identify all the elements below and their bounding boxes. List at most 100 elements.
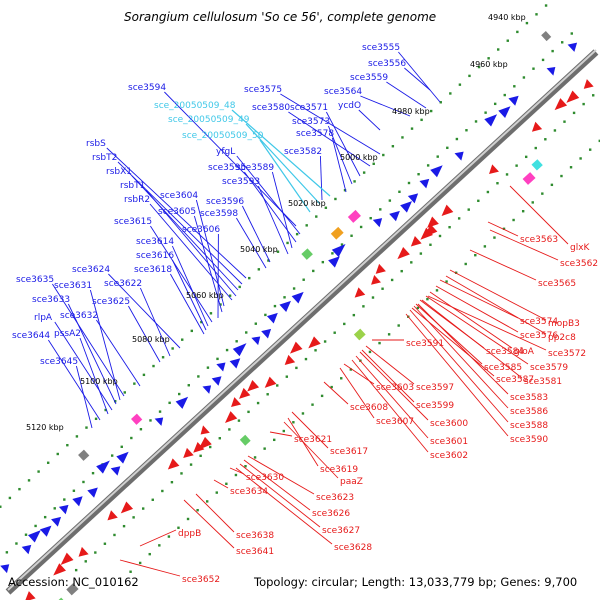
- forward-gene-label[interactable]: sce3556: [368, 59, 406, 69]
- forward-gene-label[interactable]: sce3625: [92, 297, 130, 307]
- forward-gene-label[interactable]: sce3632: [60, 311, 98, 321]
- reverse-gene-label[interactable]: sce3623: [316, 493, 354, 503]
- reverse-gene-label[interactable]: sce3581: [524, 377, 562, 387]
- forward-gene-label[interactable]: ycdO: [338, 101, 361, 111]
- forward-gene-label[interactable]: sce3571: [290, 103, 328, 113]
- forward-gene-label[interactable]: sce3598: [200, 209, 238, 219]
- reverse-gene-label[interactable]: sce3638: [236, 531, 274, 541]
- forward-gene-label[interactable]: sce3559: [350, 73, 388, 83]
- forward-gene-arrow: [116, 451, 129, 464]
- reverse-gene-label[interactable]: sce3619: [320, 465, 358, 475]
- forward-gene-label[interactable]: rsbX1: [106, 167, 132, 177]
- reverse-gene-label[interactable]: dppB: [178, 529, 201, 539]
- forward-gene-label[interactable]: sce3635: [16, 275, 54, 285]
- forward-gene-label[interactable]: sce3614: [136, 237, 174, 247]
- forward-gene-label[interactable]: sce_20050509_48: [154, 101, 236, 111]
- reverse-gene-label[interactable]: sce3621: [294, 435, 332, 445]
- forward-gene-label[interactable]: sce3615: [114, 217, 152, 227]
- reverse-gene-label[interactable]: sce3607: [376, 417, 414, 427]
- forward-gene-label[interactable]: sce3564: [324, 87, 362, 97]
- reverse-gene-label[interactable]: sce3602: [430, 451, 468, 461]
- forward-gene-label[interactable]: sce3555: [362, 43, 400, 53]
- forward-gene-label[interactable]: sce_20050509_50: [182, 131, 264, 141]
- reverse-gene-label[interactable]: sce3574: [520, 317, 558, 327]
- forward-gene-label[interactable]: sce3644: [12, 331, 50, 341]
- forward-gene-label[interactable]: sce3606: [182, 225, 220, 235]
- reverse-gene-label[interactable]: sce3608: [350, 403, 388, 413]
- reverse-gene-label[interactable]: sce3585: [484, 363, 522, 373]
- forward-gene-label[interactable]: sce3618: [134, 265, 172, 275]
- reverse-gene-label[interactable]: sce3562: [560, 259, 598, 269]
- forward-gene-label[interactable]: sce3580: [252, 103, 290, 113]
- tick-dot: [553, 129, 557, 132]
- forward-gene-arrow: [216, 362, 226, 372]
- forward-gene-label[interactable]: sce3624: [72, 265, 110, 275]
- forward-gene-label[interactable]: yfgL: [216, 147, 235, 157]
- forward-gene-label[interactable]: sce3594: [128, 83, 166, 93]
- reverse-gene-label[interactable]: sce3626: [312, 509, 350, 519]
- forward-gene-label[interactable]: sce3604: [160, 191, 198, 201]
- reverse-gene-label[interactable]: sce3634: [230, 487, 268, 497]
- forward-gene-label[interactable]: sce3578: [296, 129, 334, 139]
- tick-dot: [56, 452, 59, 456]
- forward-gene-label[interactable]: pssA2: [54, 329, 81, 339]
- reverse-gene-label[interactable]: sce3565: [538, 279, 576, 289]
- forward-gene-label[interactable]: sce3631: [54, 281, 92, 291]
- reverse-gene-label[interactable]: sce3630: [246, 473, 284, 483]
- tick-dot: [206, 366, 210, 369]
- reverse-gene-label[interactable]: sce3652: [182, 575, 220, 585]
- reverse-gene-label[interactable]: sce3591: [406, 339, 444, 349]
- reverse-gene-label[interactable]: sce3583: [510, 393, 548, 403]
- forward-gene-label[interactable]: sce3573: [292, 117, 330, 127]
- forward-gene-label[interactable]: sce3595: [208, 163, 246, 173]
- tick-dot: [113, 533, 116, 537]
- reverse-gene-label[interactable]: sce3603: [376, 383, 414, 393]
- reverse-gene-label[interactable]: pp2c8: [548, 333, 576, 343]
- reverse-gene-label[interactable]: gloA: [514, 347, 535, 357]
- tick-dot: [292, 287, 296, 290]
- reverse-gene-label[interactable]: sce3601: [430, 437, 468, 447]
- reverse-gene-label[interactable]: sce3579: [530, 363, 568, 373]
- forward-gene-label[interactable]: sce3596: [206, 197, 244, 207]
- leader-line: [417, 303, 509, 395]
- tick-dot: [359, 225, 363, 229]
- forward-gene-label[interactable]: sce3575: [244, 85, 282, 95]
- tick-dot: [496, 48, 500, 51]
- reverse-gene-label[interactable]: sce3587: [496, 375, 534, 385]
- reverse-gene-label[interactable]: sce3628: [334, 543, 372, 553]
- reverse-gene-label[interactable]: sce3597: [416, 383, 454, 393]
- reverse-gene-label[interactable]: mopB3: [548, 319, 580, 329]
- forward-gene-label[interactable]: sce3593: [222, 177, 260, 187]
- reverse-gene-label[interactable]: sce3588: [510, 421, 548, 431]
- reverse-gene-label[interactable]: glxK: [570, 243, 591, 253]
- reverse-gene-label[interactable]: sce3563: [520, 235, 558, 245]
- reverse-gene-label[interactable]: sce3586: [510, 407, 548, 417]
- forward-gene-label[interactable]: sce_20050509_49: [168, 115, 250, 125]
- forward-gene-label[interactable]: sce3622: [104, 279, 142, 289]
- tick-dot: [301, 412, 305, 415]
- reverse-gene-label[interactable]: sce3590: [510, 435, 548, 445]
- forward-gene-label[interactable]: sce3645: [40, 357, 78, 367]
- forward-gene-label[interactable]: rsbS: [86, 139, 106, 149]
- reverse-gene-label[interactable]: paaZ: [340, 477, 363, 487]
- reverse-gene-label[interactable]: sce3641: [236, 547, 274, 557]
- forward-gene-label[interactable]: rsbT1: [120, 181, 145, 191]
- reverse-gene-label[interactable]: sce3617: [330, 447, 368, 457]
- forward-gene-label[interactable]: sce3582: [284, 147, 322, 157]
- reverse-gene-label[interactable]: sce3627: [322, 526, 360, 536]
- reverse-gene-label[interactable]: sce3576: [520, 331, 558, 341]
- forward-gene-label[interactable]: sce3605: [158, 207, 196, 217]
- forward-gene-label[interactable]: rsbR2: [124, 195, 150, 205]
- tick-dot: [158, 544, 161, 547]
- reverse-gene-label[interactable]: sce3572: [548, 349, 586, 359]
- forward-gene-arrow: [508, 95, 519, 106]
- leader-line: [358, 109, 381, 131]
- forward-gene-label[interactable]: sce3589: [236, 163, 274, 173]
- reverse-gene-label[interactable]: sce3599: [416, 401, 454, 411]
- forward-gene-label[interactable]: rlpA: [34, 313, 53, 323]
- forward-gene-label[interactable]: sce3633: [32, 295, 70, 305]
- forward-gene-label[interactable]: sce3616: [136, 251, 174, 261]
- reverse-gene-label[interactable]: sce3584: [486, 347, 524, 357]
- forward-gene-label[interactable]: rsbT2: [92, 153, 117, 163]
- reverse-gene-label[interactable]: sce3600: [430, 419, 468, 429]
